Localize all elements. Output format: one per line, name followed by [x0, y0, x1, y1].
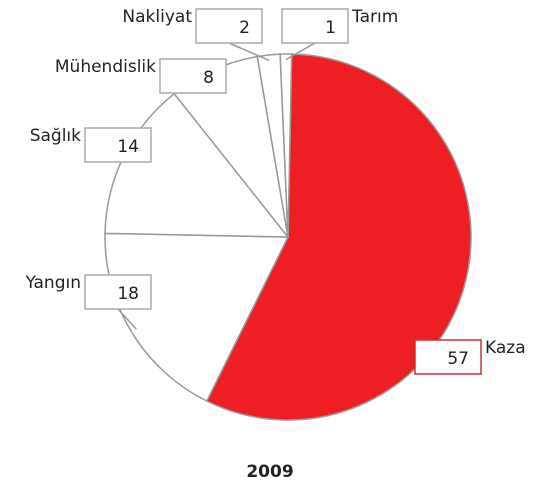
pie-slice: [205, 53, 472, 421]
category-label: Sağlık: [30, 126, 81, 146]
leader-line: [117, 308, 137, 330]
chart-title: 2009: [246, 462, 293, 482]
data-label: 18: [117, 284, 139, 304]
data-label: 1: [325, 18, 336, 38]
leader-line: [228, 42, 270, 62]
label-box: [281, 8, 349, 44]
label-box: [195, 8, 263, 44]
category-label: Yangın: [24, 273, 81, 293]
label-box: [414, 339, 482, 375]
label-box: [84, 127, 152, 163]
category-label: Kaza: [485, 338, 526, 358]
pie-slice: [279, 53, 293, 238]
data-label: 8: [203, 68, 214, 88]
data-label: 57: [447, 349, 469, 369]
label-box: [159, 58, 227, 94]
category-label: Nakliyat: [122, 7, 192, 27]
category-label: Tarım: [351, 7, 398, 27]
data-label: 14: [117, 137, 139, 157]
category-label: Mühendislik: [55, 57, 156, 77]
data-label: 2: [239, 18, 250, 38]
leader-line: [285, 42, 316, 61]
label-box: [84, 274, 152, 310]
